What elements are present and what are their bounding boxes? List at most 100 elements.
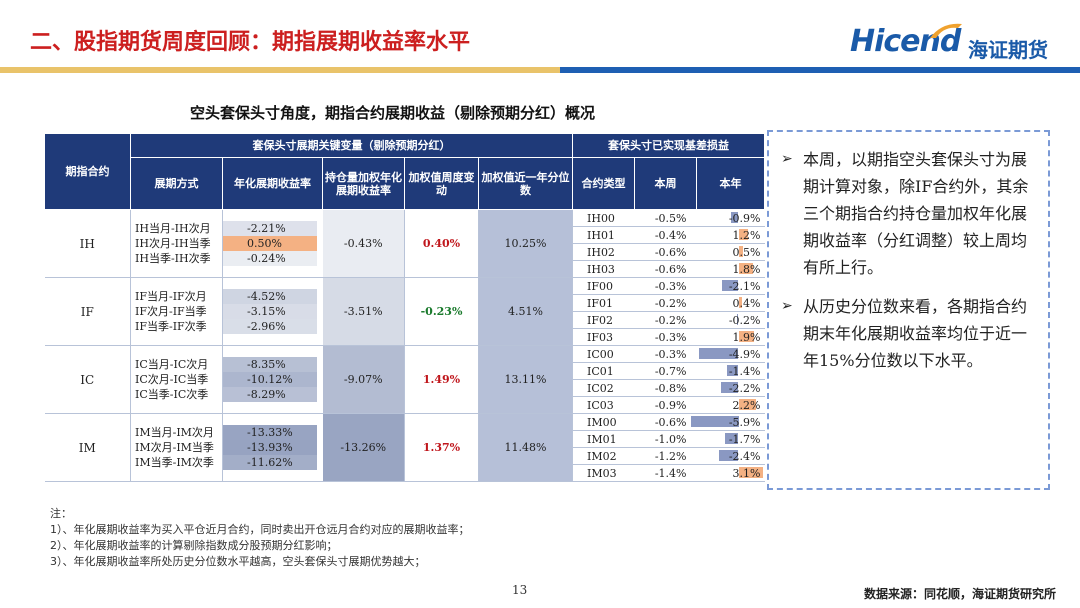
basis-week-value: -0.2% (634, 294, 697, 312)
basis-year-cell: 1.2% (696, 226, 765, 244)
basis-year-cell: 1.8% (696, 260, 765, 278)
roll-mode: IM当季-IM次季 (135, 456, 214, 469)
col-contract: 期指合约 (44, 133, 131, 210)
weighted-value: -9.07% (322, 345, 405, 414)
col-weighted: 持仓量加权年化展期收益率 (322, 157, 405, 210)
basis-week-value: -0.3% (634, 277, 697, 295)
basis-week-value: -0.7% (634, 362, 697, 380)
logo-swoosh-icon (930, 23, 962, 38)
footnotes: 注： 1）、年化展期收益率为买入平仓近月合约，同时卖出开仓远月合约对应的展期收益… (50, 506, 470, 570)
basis-year-cell: -1.4% (696, 362, 765, 380)
basis-week-value: -1.4% (634, 464, 697, 482)
company-logo: Hicend 海证期货 (850, 20, 1060, 66)
basis-year-value: 1.8% (732, 262, 761, 276)
basis-year-cell: 3.1% (696, 464, 765, 482)
basis-year-bar (721, 280, 739, 291)
basis-week-value: -0.3% (634, 328, 697, 346)
weighted-value: -0.43% (322, 209, 405, 278)
roll-mode: IM当月-IM次月 (135, 426, 214, 439)
annualized-cell: -8.35% -10.12% -8.29% (222, 345, 323, 414)
table-row: IC02 -0.8% -2.2% (45, 379, 765, 397)
basis-contract-code: IH03 (572, 260, 635, 278)
roll-mode: IC次月-IC当季 (135, 373, 209, 386)
basis-contract-code: IC02 (572, 379, 635, 397)
group-header-basis: 套保头寸已实现基差损益 (572, 133, 765, 158)
weighted-value: -13.26% (322, 413, 405, 482)
basis-year-value: -0.9% (728, 211, 761, 225)
basis-week-value: -1.2% (634, 447, 697, 465)
summary-callout: ➢ 本周，以期指空头套保头寸为展期计算对象，除IF合约外，其余三个期指合约持仓量… (767, 130, 1050, 490)
basis-week-value: -1.0% (634, 430, 697, 448)
basis-year-value: -4.9% (728, 347, 761, 361)
basis-year-bar (727, 365, 739, 376)
basis-week-value: -0.4% (634, 226, 697, 244)
roll-mode: IF当季-IF次季 (135, 320, 207, 333)
col-this-year: 本年 (696, 157, 765, 210)
roll-mode-cell: IH当月-IH次月 IH次月-IH当季 IH当季-IH次季 (130, 209, 223, 278)
footnote-item: 2）、年化展期收益率的计算剔除指数成分股预期分红影响； (50, 539, 338, 552)
basis-year-value: -0.2% (728, 313, 761, 327)
basis-year-cell: -5.9% (691, 413, 765, 431)
data-source: 数据来源：同花顺，海证期货研究所 (863, 587, 1056, 601)
table-row: IH03 -0.6% 1.8% (45, 260, 765, 278)
basis-year-cell: -1.7% (696, 430, 765, 448)
basis-year-cell: -2.1% (696, 277, 765, 295)
logo-text-cn: 海证期货 (968, 38, 1048, 62)
basis-year-value: -2.2% (728, 381, 761, 395)
weekly-change-value: 1.49% (404, 345, 479, 414)
basis-year-bar (738, 467, 764, 478)
contract-name: IM (44, 413, 131, 482)
col-basis-type: 合约类型 (572, 157, 635, 210)
table-row: IC IC当月-IC次月 IC次月-IC当季 IC当季-IC次季 -8.35% -10.1… (44, 345, 765, 414)
annualized-value: -11.62% (223, 455, 317, 470)
table-row: IM02 -1.2% -2.4% (45, 447, 765, 465)
annualized-value: -8.35% (223, 357, 317, 372)
roll-mode: IF次月-IF当季 (135, 305, 207, 318)
annualized-value: -10.12% (223, 372, 317, 387)
basis-contract-code: IH02 (572, 243, 635, 261)
basis-year-value: 0.5% (732, 245, 761, 259)
weekly-change-value: 1.37% (404, 413, 479, 482)
annualized-value: -2.21% (223, 221, 317, 236)
page-title: 二、股指期货周度回顾：期指展期收益率水平 (30, 30, 471, 55)
basis-week-value: -0.6% (634, 413, 697, 431)
table-title: 空头套保头寸角度，期指合约展期收益（剔除预期分红）概况 (190, 104, 596, 122)
basis-year-value: 1.2% (732, 228, 761, 242)
basis-week-value: -0.8% (634, 379, 697, 397)
annualized-value: -3.15% (223, 304, 317, 319)
basis-year-cell: -2.2% (696, 379, 765, 397)
table-row: IH02 -0.6% 0.5% (45, 243, 765, 261)
table-row: IF02 -0.2% -0.2% (45, 311, 765, 329)
roll-mode-cell: IM当月-IM次月 IM次月-IM当季 IM当季-IM次季 (130, 413, 223, 482)
basis-year-cell: -0.9% (696, 209, 765, 227)
roll-mode-cell: IF当月-IF次月 IF次月-IF当季 IF当季-IF次季 (130, 277, 223, 346)
basis-year-bar (699, 348, 739, 359)
footnote-title: 注： (50, 507, 72, 520)
weighted-value: -3.51% (322, 277, 405, 346)
roll-mode: IH当月-IH次月 (135, 222, 211, 235)
callout-bullet: ➢ 从历史分位数来看，各期指合约期末年化展期收益率均位于近一年15%分位数以下水… (781, 293, 1038, 374)
weekly-change-value: 0.40% (404, 209, 479, 278)
annualized-cell: -4.52% -3.15% -2.96% (222, 277, 323, 346)
header-stripe (0, 67, 1080, 73)
basis-contract-code: IC00 (572, 345, 635, 363)
col-annualized: 年化展期收益率 (222, 157, 323, 210)
table-row: IC01 -0.7% -1.4% (45, 362, 765, 380)
col-percentile: 加权值近一年分位数 (478, 157, 573, 210)
table-row: IF01 -0.2% 0.4% (45, 294, 765, 312)
contract-name: IC (44, 345, 131, 414)
table-row: IF03 -0.3% 1.9% (45, 328, 765, 346)
roll-mode: IH当季-IH次季 (135, 252, 211, 265)
annualized-cell: -2.21% 0.50% -0.24% (222, 209, 323, 278)
basis-contract-code: IF03 (572, 328, 635, 346)
basis-year-value: -1.7% (728, 432, 761, 446)
basis-year-cell: 0.5% (696, 243, 765, 261)
basis-contract-code: IH01 (572, 226, 635, 244)
table-row: IH01 -0.4% 1.2% (45, 226, 765, 244)
roll-yield-table: 期指合约 套保头寸展期关键变量（剔除预期分红） 套保头寸已实现基差损益 展期方式… (44, 133, 765, 482)
basis-contract-code: IM03 (572, 464, 635, 482)
basis-year-bar (738, 229, 749, 240)
basis-year-value: -2.4% (728, 449, 761, 463)
basis-year-bar (738, 263, 753, 274)
basis-contract-code: IC03 (572, 396, 635, 414)
